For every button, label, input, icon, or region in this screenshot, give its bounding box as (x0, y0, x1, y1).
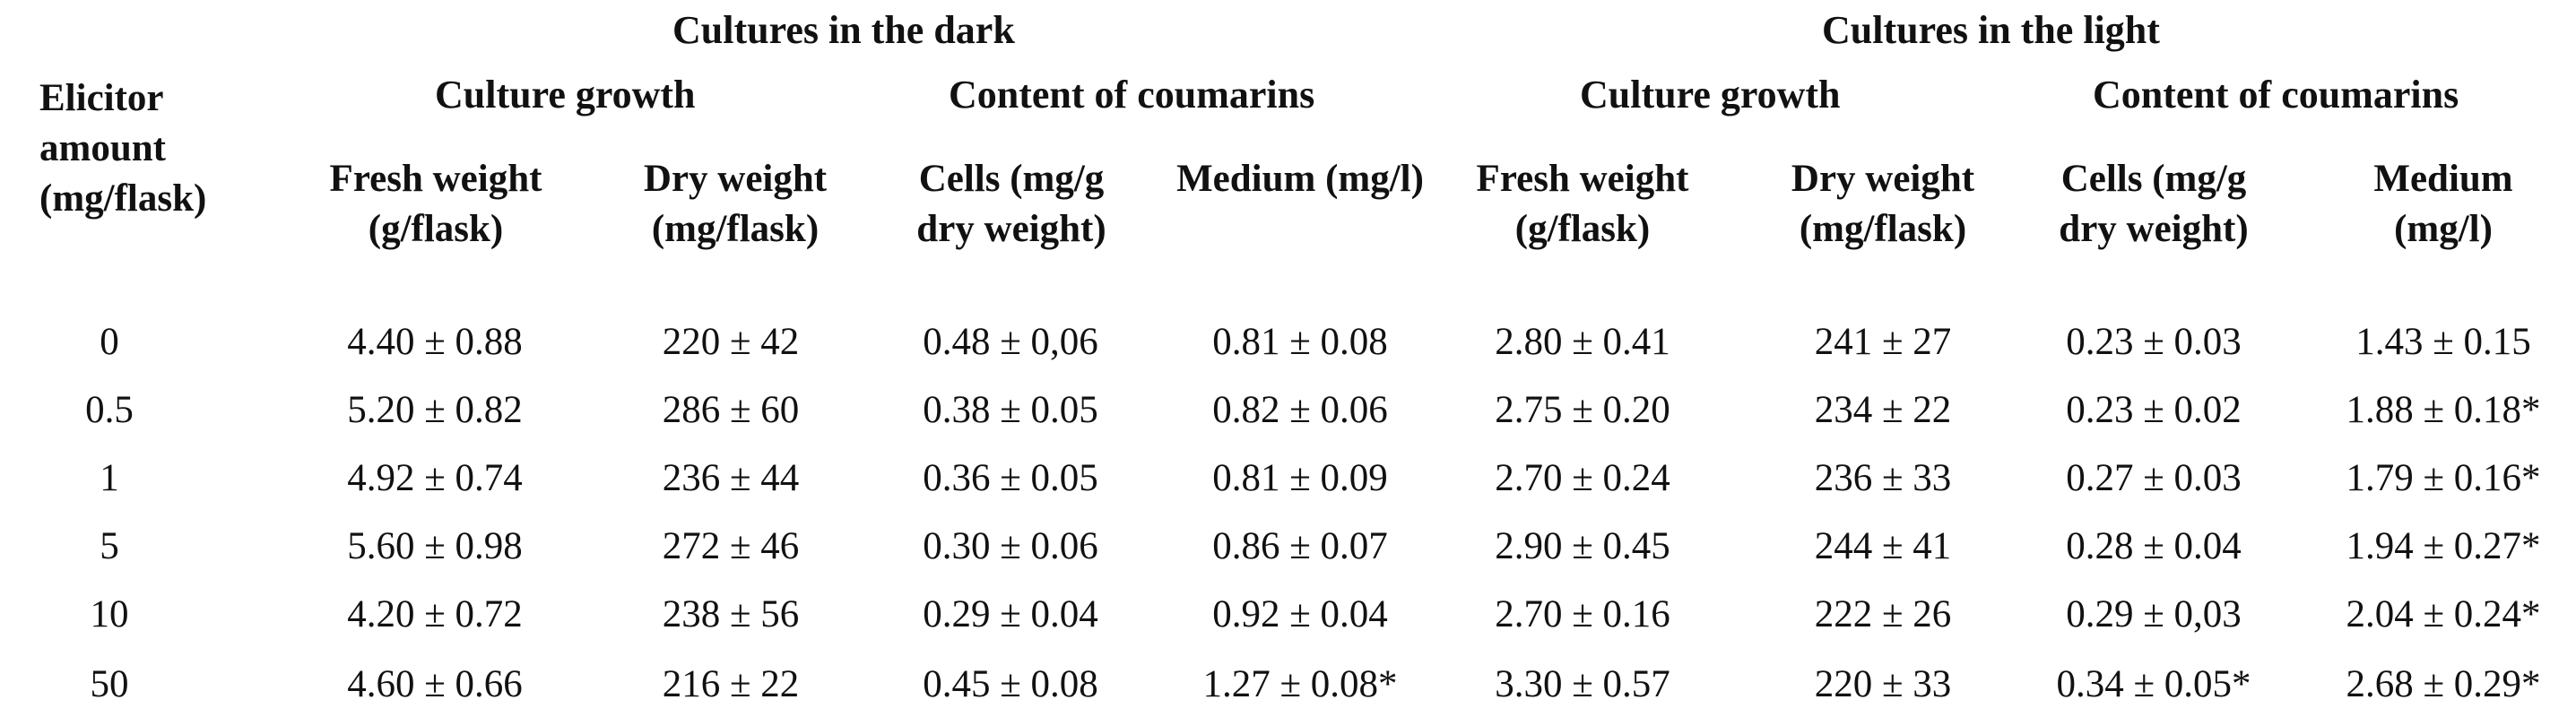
cell-elicitor-amount: 0 (100, 321, 119, 363)
cell-dark-fresh-weight: 5.20 ± 0.82 (347, 389, 523, 431)
cell-light-fresh-weight: 2.90 ± 0.45 (1495, 525, 1670, 567)
cell-light-medium: 1.94 ± 0.27* (2346, 525, 2541, 567)
header-cultures-dark: Cultures in the dark (672, 8, 1015, 52)
col-header-line-1: Dry weight (643, 158, 828, 200)
cell-dark-medium: 0.92 ± 0.04 (1212, 593, 1388, 635)
cell-light-dry-weight: 236 ± 33 (1814, 457, 1952, 499)
cell-dark-fresh-weight: 4.60 ± 0.66 (347, 663, 523, 705)
header-elicitor-amount: Elicitor amount (mg/flask) (39, 73, 255, 224)
col-header-line-2: (mg/flask) (1799, 208, 1967, 250)
elicitor-line-1: Elicitor (39, 77, 164, 119)
col-header-dark-fresh-weight: Fresh weight (g/flask) (292, 154, 579, 255)
col-header-line-1: Dry weight (1791, 158, 1975, 200)
cell-light-medium: 1.79 ± 0.16* (2346, 457, 2541, 499)
cell-light-cells: 0.27 ± 0.03 (2066, 457, 2242, 499)
col-header-line-2: (mg/flask) (651, 208, 820, 250)
cell-light-dry-weight: 234 ± 22 (1814, 389, 1952, 431)
cell-elicitor-amount: 0.5 (85, 389, 134, 431)
cell-light-fresh-weight: 2.75 ± 0.20 (1495, 389, 1670, 431)
cell-light-dry-weight: 244 ± 41 (1814, 525, 1952, 567)
col-header-line-2: (mg/l) (2394, 208, 2493, 250)
header-dark-culture-growth: Culture growth (435, 73, 696, 117)
col-header-dark-cells: Cells (mg/g dry weight) (886, 154, 1137, 255)
cell-dark-fresh-weight: 5.60 ± 0.98 (347, 525, 523, 567)
cell-light-fresh-weight: 2.70 ± 0.24 (1495, 457, 1670, 499)
elicitor-line-2: amount (39, 127, 166, 169)
cell-dark-medium: 0.86 ± 0.07 (1212, 525, 1388, 567)
cell-dark-medium: 0.81 ± 0.08 (1212, 321, 1388, 363)
cell-dark-dry-weight: 236 ± 44 (662, 457, 800, 499)
cell-dark-cells: 0.48 ± 0,06 (923, 321, 1098, 363)
header-cultures-light: Cultures in the light (1822, 8, 2160, 52)
col-header-line-2: (g/flask) (1514, 208, 1651, 250)
header-light-culture-growth: Culture growth (1580, 73, 1841, 117)
cell-dark-fresh-weight: 4.92 ± 0.74 (347, 457, 523, 499)
col-header-dark-medium: Medium (mg/l) (1148, 154, 1453, 204)
cell-light-medium: 2.68 ± 0.29* (2346, 663, 2541, 705)
col-header-line-2: (g/flask) (368, 208, 504, 250)
col-header-line-1: Fresh weight (329, 158, 542, 200)
col-header-line-1: Cells (mg/g (918, 158, 1105, 200)
cell-light-cells: 0.23 ± 0.02 (2066, 389, 2242, 431)
cell-light-cells: 0.28 ± 0.04 (2066, 525, 2242, 567)
cell-dark-fresh-weight: 4.20 ± 0.72 (347, 593, 523, 635)
cell-dark-cells: 0.45 ± 0.08 (923, 663, 1098, 705)
cell-dark-cells: 0.29 ± 0.04 (923, 593, 1098, 635)
cell-light-fresh-weight: 2.70 ± 0.16 (1495, 593, 1670, 635)
cell-light-cells: 0.29 ± 0,03 (2066, 593, 2242, 635)
cell-dark-dry-weight: 286 ± 60 (662, 389, 800, 431)
cell-light-cells: 0.34 ± 0.05* (2056, 663, 2251, 705)
col-header-line-1: Medium (2373, 158, 2513, 200)
col-header-line-2: dry weight) (2059, 208, 2249, 250)
col-header-light-fresh-weight: Fresh weight (g/flask) (1453, 154, 1713, 255)
header-light-content-coumarins: Content of coumarins (2093, 73, 2459, 117)
cell-light-dry-weight: 220 ± 33 (1814, 663, 1952, 705)
cell-light-medium: 1.88 ± 0.18* (2346, 389, 2541, 431)
cell-light-medium: 1.43 ± 0.15 (2355, 321, 2531, 363)
col-header-light-medium: Medium (mg/l) (2322, 154, 2564, 255)
cell-light-medium: 2.04 ± 0.24* (2346, 593, 2541, 635)
cell-elicitor-amount: 1 (100, 457, 119, 499)
cell-light-fresh-weight: 3.30 ± 0.57 (1495, 663, 1670, 705)
cell-dark-medium: 0.82 ± 0.06 (1212, 389, 1388, 431)
cell-light-dry-weight: 222 ± 26 (1814, 593, 1952, 635)
cell-elicitor-amount: 50 (90, 663, 129, 705)
cell-dark-cells: 0.36 ± 0.05 (923, 457, 1098, 499)
cell-light-cells: 0.23 ± 0.03 (2066, 321, 2242, 363)
cell-dark-dry-weight: 272 ± 46 (662, 525, 800, 567)
header-dark-content-coumarins: Content of coumarins (949, 73, 1315, 117)
cell-light-fresh-weight: 2.80 ± 0.41 (1495, 321, 1670, 363)
col-header-line-1: Fresh weight (1476, 158, 1689, 200)
cell-dark-dry-weight: 238 ± 56 (662, 593, 800, 635)
cell-dark-cells: 0.38 ± 0.05 (923, 389, 1098, 431)
cell-dark-medium: 1.27 ± 0.08* (1202, 663, 1398, 705)
col-header-line-1: Cells (mg/g (2060, 158, 2247, 200)
cell-light-dry-weight: 241 ± 27 (1814, 321, 1952, 363)
col-header-dark-dry-weight: Dry weight (mg/flask) (596, 154, 874, 255)
cell-dark-cells: 0.30 ± 0.06 (923, 525, 1098, 567)
cell-dark-fresh-weight: 4.40 ± 0.88 (347, 321, 523, 363)
elicitor-line-3: (mg/flask) (39, 177, 207, 220)
cell-dark-medium: 0.81 ± 0.09 (1212, 457, 1388, 499)
cell-elicitor-amount: 10 (90, 593, 129, 635)
col-header-light-dry-weight: Dry weight (mg/flask) (1744, 154, 2022, 255)
cell-dark-dry-weight: 220 ± 42 (662, 321, 800, 363)
cell-elicitor-amount: 5 (100, 525, 119, 567)
cell-dark-dry-weight: 216 ± 22 (662, 663, 800, 705)
col-header-line-2: dry weight) (916, 208, 1106, 250)
col-header-light-cells: Cells (mg/g dry weight) (2028, 154, 2279, 255)
col-header-line-1: Medium (mg/l) (1176, 158, 1424, 200)
